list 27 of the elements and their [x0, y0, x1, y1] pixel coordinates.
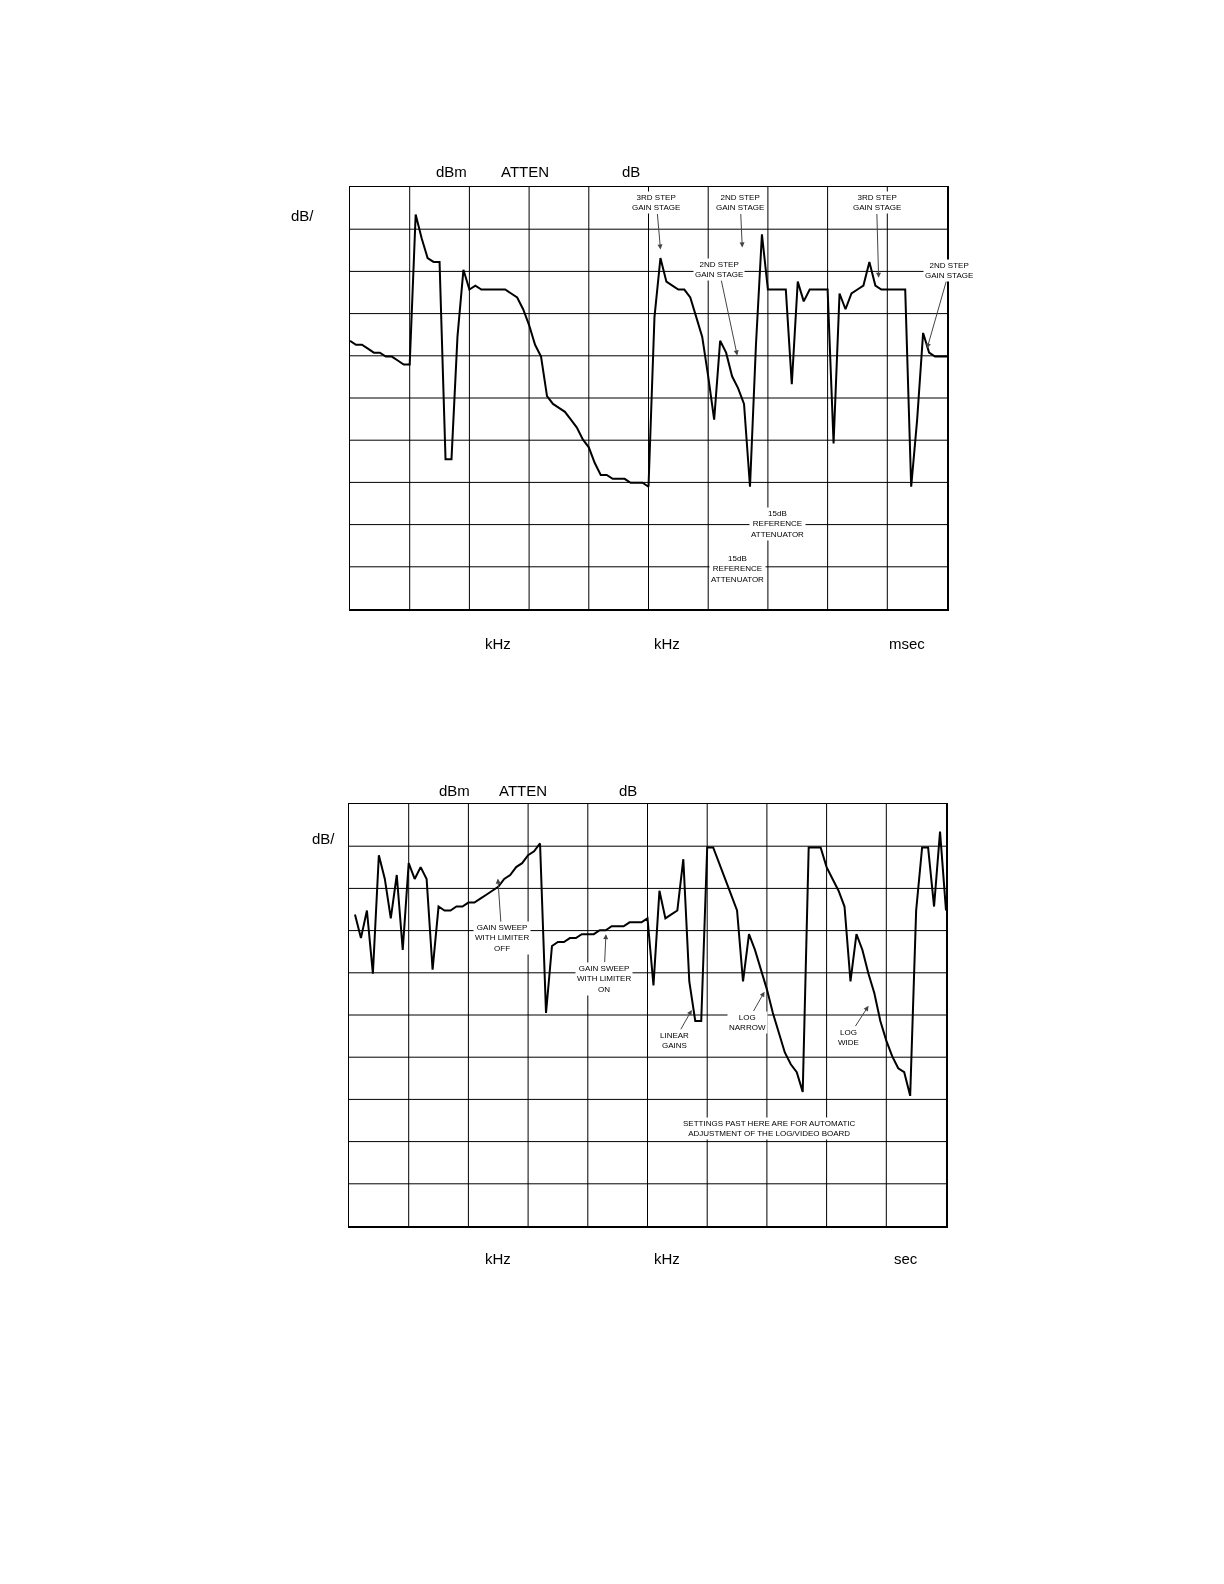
annotation: 15dB REFERENCE ATTENUATOR	[751, 509, 805, 539]
annotation: 2ND STEP GAIN STAGE	[925, 261, 974, 281]
text: dB/	[291, 207, 315, 224]
annotation: 15dB REFERENCE ATTENUATOR	[711, 554, 765, 584]
text: dB/	[312, 830, 336, 847]
text: kHz	[485, 1250, 511, 1267]
text: dB	[622, 163, 641, 180]
annotation: LINEAR GAINS	[660, 1031, 690, 1051]
text: sec	[894, 1250, 918, 1267]
text: dBm	[436, 163, 467, 180]
text: ATTEN	[499, 782, 548, 799]
text: dB	[619, 782, 638, 799]
text: 2ND STEP GAIN STAGE	[716, 193, 765, 213]
text: 3RD STEP GAIN STAGE	[853, 193, 902, 213]
text: 3RD STEP GAIN STAGE	[632, 193, 681, 213]
text: dBm	[439, 782, 470, 799]
text: msec	[889, 635, 926, 652]
text: kHz	[654, 1250, 680, 1267]
text: kHz	[485, 635, 511, 652]
annotation: LOG WIDE	[838, 1028, 859, 1048]
text: kHz	[654, 635, 680, 652]
annotation: 2ND STEP GAIN STAGE	[695, 260, 744, 280]
text: ATTEN	[501, 163, 550, 180]
annotation: GAIN SWEEP WITH LIMITER ON	[577, 964, 632, 994]
annotation: GAIN SWEEP WITH LIMITER OFF	[475, 923, 530, 953]
annotation: SETTINGS PAST HERE ARE FOR AUTOMATIC ADJUSTMENT OF THE LOG/VIDEO BOARD	[683, 1119, 856, 1139]
annotation: LOG NARROW	[729, 1013, 766, 1033]
